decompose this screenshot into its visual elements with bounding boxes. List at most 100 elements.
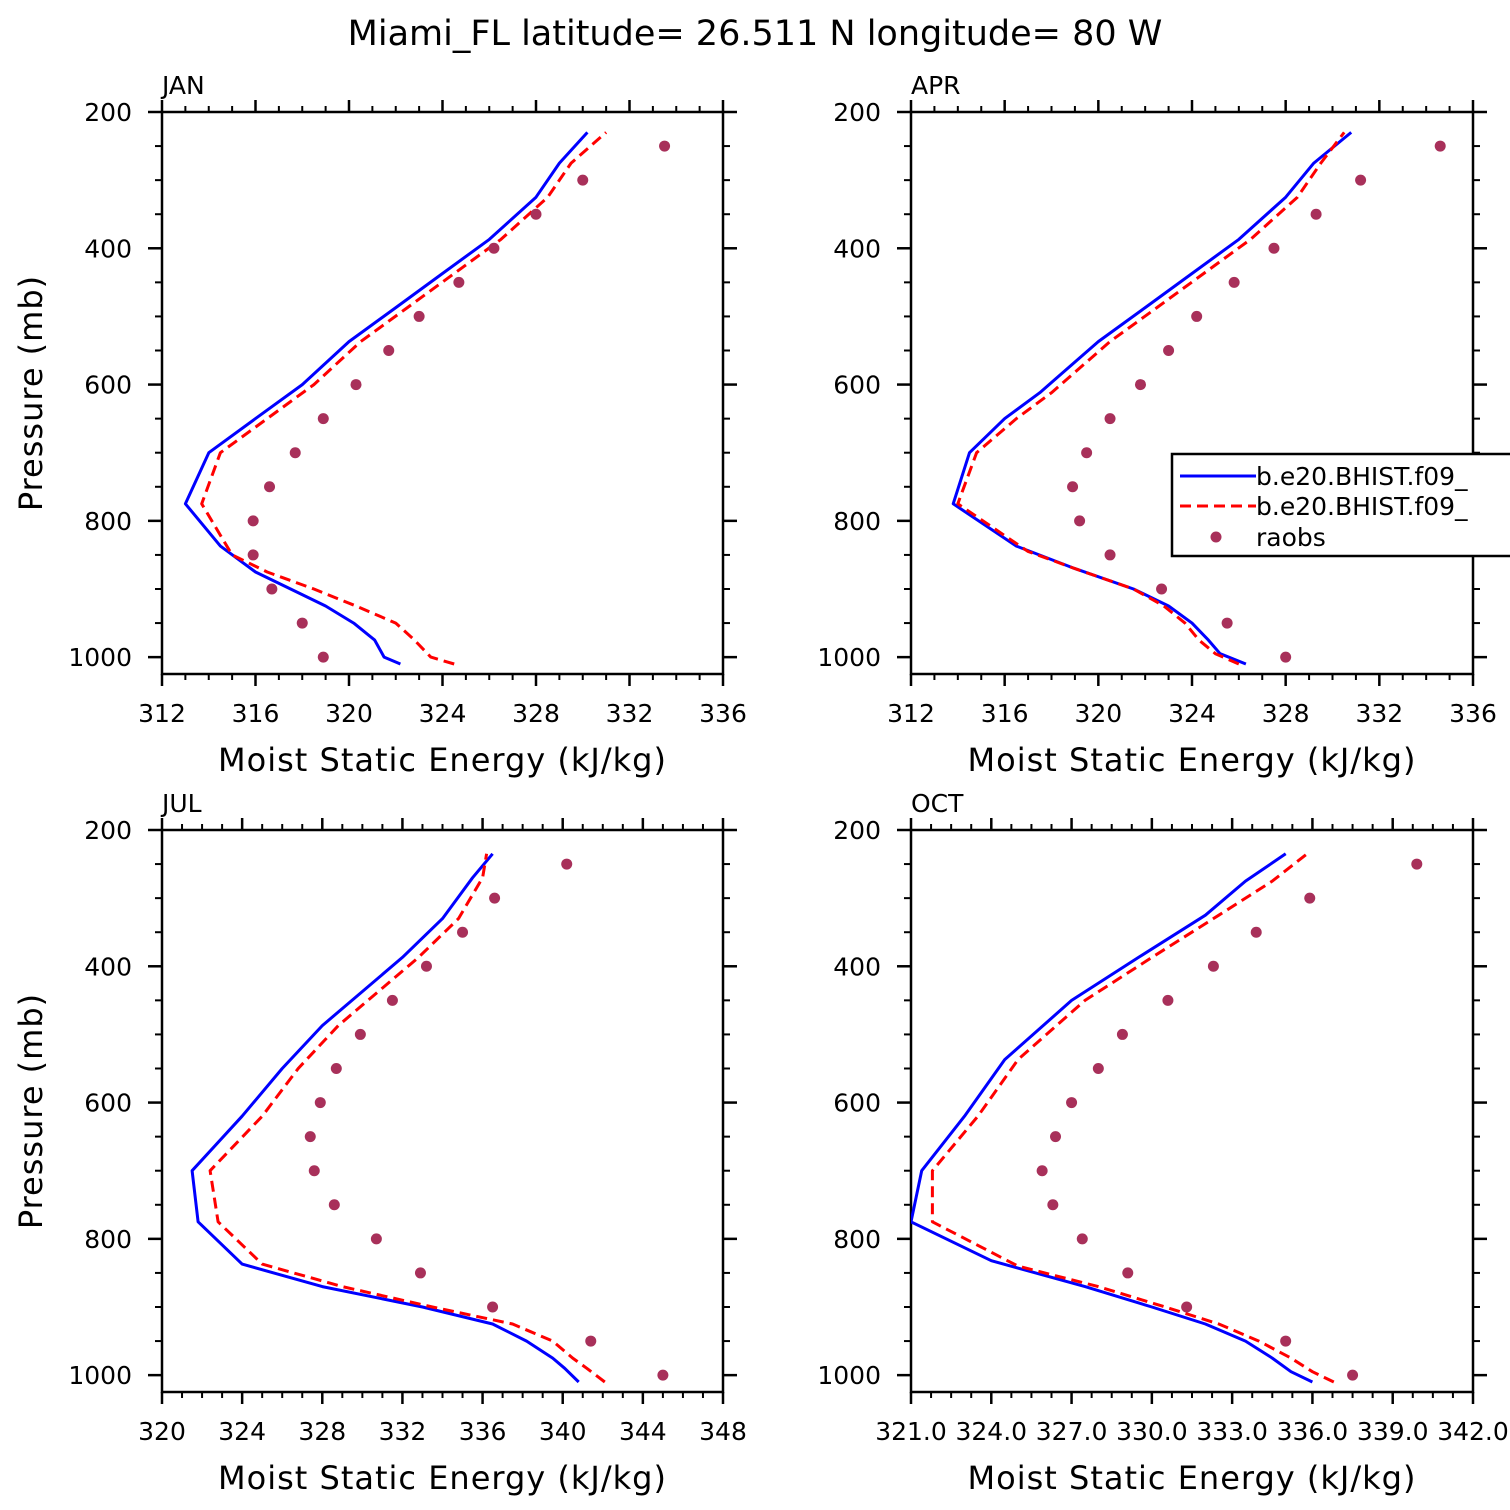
x-tick-label: 316 — [981, 699, 1029, 728]
x-tick-label: 336 — [1449, 699, 1497, 728]
legend-label: b.e20.BHIST.f09_ — [1256, 462, 1468, 491]
raobs-point — [350, 379, 362, 391]
y-tick-label: 800 — [84, 1225, 132, 1254]
x-tick-label: 316 — [232, 699, 280, 728]
figure-title: Miami_FL latitude= 26.511 N longitude= 8… — [348, 14, 1163, 54]
x-tick-label: 344 — [619, 1417, 667, 1446]
raobs-point — [1280, 651, 1292, 663]
model-line-solid — [183, 131, 589, 666]
raobs-point — [264, 481, 276, 493]
raobs-point — [1434, 140, 1446, 152]
y-tick-label: 1000 — [68, 1361, 132, 1390]
raobs-point — [1116, 1028, 1128, 1040]
x-tick-label: 327.0 — [1036, 1417, 1108, 1446]
series-group — [183, 131, 671, 666]
x-tick-label: 348 — [699, 1417, 747, 1446]
x-tick-label: 330.0 — [1116, 1417, 1188, 1446]
series-group — [911, 852, 1423, 1384]
raobs-point — [1250, 926, 1262, 938]
raobs-point — [247, 515, 259, 527]
raobs-point — [577, 174, 589, 186]
y-tick-label: 200 — [833, 816, 881, 845]
raobs-point — [1047, 1199, 1059, 1211]
x-tick-label: 332 — [1355, 699, 1403, 728]
raobs-point — [1163, 344, 1175, 356]
raobs-point — [354, 1028, 366, 1040]
legend-label: raobs — [1256, 523, 1326, 552]
raobs-point — [1347, 1369, 1359, 1381]
panel-label: JUL — [160, 789, 202, 818]
x-tick-label: 336.0 — [1277, 1417, 1349, 1446]
raobs-point — [1074, 515, 1086, 527]
x-tick-label: 336 — [459, 1417, 507, 1446]
raobs-point — [1191, 310, 1203, 322]
panel-label: OCT — [911, 789, 964, 818]
x-tick-label: 320 — [325, 699, 373, 728]
y-tick-label: 200 — [84, 98, 132, 127]
raobs-point — [1280, 1335, 1292, 1347]
raobs-point — [1355, 174, 1367, 186]
x-tick-label: 328 — [298, 1417, 346, 1446]
x-tick-label: 324 — [419, 699, 467, 728]
raobs-point — [414, 1267, 426, 1279]
y-tick-label: 800 — [833, 1225, 881, 1254]
x-tick-label: 324.0 — [955, 1417, 1027, 1446]
x-tick-label: 332 — [606, 699, 654, 728]
legend-swatch-marker — [1210, 531, 1222, 543]
panel-jan: JAN 312 316 320 324 328 332 336 200 400 600 800 1000… — [12, 71, 747, 779]
raobs-point — [1221, 617, 1233, 629]
raobs-point — [328, 1199, 340, 1211]
x-tick-label: 320 — [1074, 699, 1122, 728]
raobs-point — [1092, 1062, 1104, 1074]
y-tick-label: 400 — [833, 234, 881, 263]
x-tick-label: 312 — [138, 699, 186, 728]
model-line-solid — [951, 131, 1353, 666]
raobs-point — [457, 926, 469, 938]
raobs-point — [314, 1097, 326, 1109]
raobs-point — [489, 892, 501, 904]
x-tick-label: 342.0 — [1437, 1417, 1509, 1446]
raobs-point — [1076, 1233, 1088, 1245]
raobs-point — [1081, 447, 1093, 459]
y-tick-label: 1000 — [68, 643, 132, 672]
x-tick-label: 332 — [379, 1417, 427, 1446]
y-axis-label: Pressure (mb) — [12, 275, 50, 511]
y-tick-label: 1000 — [817, 643, 881, 672]
raobs-point — [657, 1369, 669, 1381]
raobs-point — [1181, 1301, 1193, 1313]
y-tick-label: 200 — [833, 98, 881, 127]
x-tick-label: 320 — [138, 1417, 186, 1446]
raobs-point — [1304, 892, 1316, 904]
panels: JAN 312 316 320 324 328 332 336 200 400 600 800 1000… — [12, 71, 1510, 1497]
raobs-point — [413, 310, 425, 322]
raobs-point — [1207, 960, 1219, 972]
raobs-point — [383, 344, 395, 356]
x-tick-label: 328 — [512, 699, 560, 728]
raobs-point — [585, 1335, 597, 1347]
y-tick-label: 400 — [84, 234, 132, 263]
y-tick-label: 600 — [84, 1089, 132, 1118]
panel-apr: APR 312 316 320 324 328 332 336 200 400 600 800 1000… — [817, 71, 1510, 779]
raobs-point — [330, 1062, 342, 1074]
panel-oct: OCT 321.0 324.0 327.0 330.0 333.0 336.0 339.0 34… — [817, 789, 1508, 1497]
raobs-point — [1104, 413, 1116, 425]
raobs-point — [420, 960, 432, 972]
raobs-point — [1310, 208, 1322, 220]
series-group — [190, 852, 669, 1384]
x-tick-label: 340 — [539, 1417, 587, 1446]
raobs-point — [370, 1233, 382, 1245]
x-tick-label: 312 — [887, 699, 935, 728]
raobs-point — [659, 140, 671, 152]
x-tick-label: 333.0 — [1196, 1417, 1268, 1446]
model-line-dashed — [208, 853, 606, 1384]
model-line-solid — [911, 852, 1314, 1384]
raobs-point — [317, 651, 329, 663]
raobs-point — [1411, 858, 1423, 870]
legend-box — [1170, 452, 1510, 558]
legend-label: b.e20.BHIST.f09_ — [1256, 492, 1468, 521]
y-tick-label: 400 — [833, 952, 881, 981]
legend: b.e20.BHIST.f09_b.e20.BHIST.f09_raobs — [1170, 452, 1510, 558]
raobs-point — [561, 858, 573, 870]
raobs-point — [1156, 583, 1168, 595]
